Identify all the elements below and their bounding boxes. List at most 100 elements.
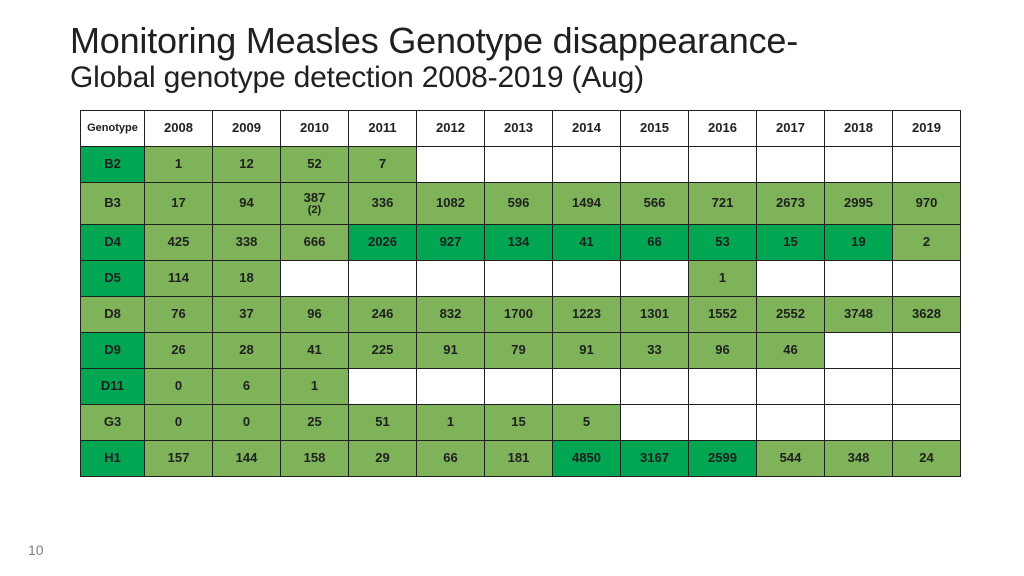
slide: Monitoring Measles Genotype disappearanc…	[0, 0, 1024, 576]
data-cell	[349, 369, 417, 405]
data-cell	[689, 147, 757, 183]
data-cell: 1	[145, 147, 213, 183]
row-label: D4	[81, 225, 145, 261]
table-row: D11061	[81, 369, 961, 405]
data-cell: 52	[281, 147, 349, 183]
table-row: G30025511155	[81, 405, 961, 441]
data-cell: 348	[825, 441, 893, 477]
data-cell: 338	[213, 225, 281, 261]
data-cell: 2	[893, 225, 961, 261]
data-cell: 2552	[757, 297, 825, 333]
data-cell: 96	[689, 333, 757, 369]
table-corner-label: Genotype	[81, 111, 145, 147]
data-cell: 28	[213, 333, 281, 369]
year-header: 2018	[825, 111, 893, 147]
data-cell	[893, 333, 961, 369]
year-header: 2010	[281, 111, 349, 147]
data-cell: 76	[145, 297, 213, 333]
data-cell: 79	[485, 333, 553, 369]
data-cell: 114	[145, 261, 213, 297]
data-cell: 832	[417, 297, 485, 333]
data-cell: 29	[349, 441, 417, 477]
data-cell: 2995	[825, 183, 893, 225]
data-cell: 46	[757, 333, 825, 369]
data-cell	[893, 261, 961, 297]
data-cell	[825, 147, 893, 183]
table-row: H1157144158296618148503167259954434824	[81, 441, 961, 477]
row-label: B3	[81, 183, 145, 225]
data-cell: 0	[213, 405, 281, 441]
data-cell: 5	[553, 405, 621, 441]
data-cell	[417, 261, 485, 297]
data-cell	[349, 261, 417, 297]
data-cell	[689, 369, 757, 405]
year-header: 2009	[213, 111, 281, 147]
data-cell: 24	[893, 441, 961, 477]
data-cell	[553, 369, 621, 405]
data-cell: 66	[417, 441, 485, 477]
data-cell: 246	[349, 297, 417, 333]
genotype-table: Genotype20082009201020112012201320142015…	[80, 110, 961, 477]
year-header: 2017	[757, 111, 825, 147]
data-cell	[825, 333, 893, 369]
data-cell	[825, 369, 893, 405]
data-cell: 336	[349, 183, 417, 225]
year-header: 2014	[553, 111, 621, 147]
data-cell: 387(2)	[281, 183, 349, 225]
data-cell: 425	[145, 225, 213, 261]
data-cell: 37	[213, 297, 281, 333]
table-row: D876379624683217001223130115522552374836…	[81, 297, 961, 333]
data-cell: 17	[145, 183, 213, 225]
data-cell: 4850	[553, 441, 621, 477]
data-cell	[621, 261, 689, 297]
data-cell	[417, 369, 485, 405]
row-label: D5	[81, 261, 145, 297]
data-cell: 53	[689, 225, 757, 261]
table-row: B31794387(2)3361082596149456672126732995…	[81, 183, 961, 225]
data-cell	[689, 405, 757, 441]
data-cell: 1494	[553, 183, 621, 225]
year-header: 2019	[893, 111, 961, 147]
data-cell	[893, 405, 961, 441]
data-cell	[621, 369, 689, 405]
data-cell: 19	[825, 225, 893, 261]
data-cell: 6	[213, 369, 281, 405]
data-cell: 1700	[485, 297, 553, 333]
data-cell: 15	[757, 225, 825, 261]
data-cell	[417, 147, 485, 183]
data-cell: 544	[757, 441, 825, 477]
data-cell: 566	[621, 183, 689, 225]
row-label: D8	[81, 297, 145, 333]
data-cell: 134	[485, 225, 553, 261]
data-cell: 91	[417, 333, 485, 369]
year-header: 2016	[689, 111, 757, 147]
data-cell: 181	[485, 441, 553, 477]
row-label: D11	[81, 369, 145, 405]
page-number: 10	[28, 542, 44, 558]
data-cell	[485, 261, 553, 297]
data-cell	[893, 369, 961, 405]
data-cell: 3167	[621, 441, 689, 477]
data-cell	[485, 147, 553, 183]
table-row: D9262841225917991339646	[81, 333, 961, 369]
year-header: 2013	[485, 111, 553, 147]
data-cell: 158	[281, 441, 349, 477]
data-cell: 25	[281, 405, 349, 441]
row-label: B2	[81, 147, 145, 183]
data-cell: 7	[349, 147, 417, 183]
data-cell	[825, 405, 893, 441]
data-cell: 96	[281, 297, 349, 333]
data-cell: 596	[485, 183, 553, 225]
data-cell: 157	[145, 441, 213, 477]
data-cell: 15	[485, 405, 553, 441]
table-header: Genotype20082009201020112012201320142015…	[81, 111, 961, 147]
data-cell: 33	[621, 333, 689, 369]
data-cell	[893, 147, 961, 183]
table-body: B2112527B31794387(2)33610825961494566721…	[81, 147, 961, 477]
table-row: B2112527	[81, 147, 961, 183]
data-cell: 41	[281, 333, 349, 369]
data-cell: 2026	[349, 225, 417, 261]
data-cell: 2673	[757, 183, 825, 225]
data-cell: 94	[213, 183, 281, 225]
data-cell: 41	[553, 225, 621, 261]
